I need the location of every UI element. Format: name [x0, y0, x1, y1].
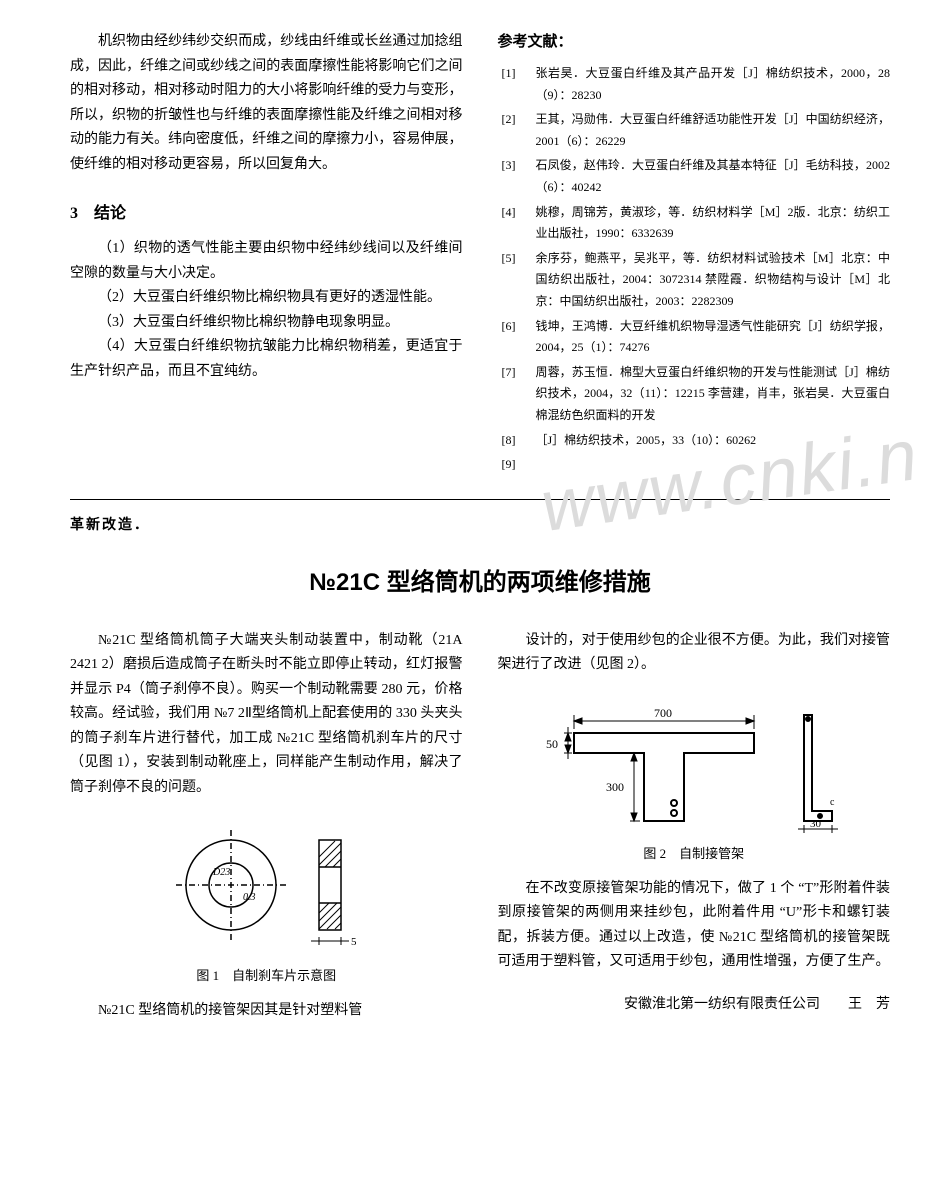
ref-text: ［J］棉纺织技术，2005，33（10）：60262	[536, 430, 891, 452]
fig1-thickness: 5	[351, 936, 357, 948]
conclusion-item: （3）大豆蛋白纤维织物比棉织物静电现象明显。	[70, 311, 463, 336]
figure-2: 700 50 300	[498, 693, 891, 862]
ref-num: [3]	[498, 155, 536, 198]
fig2-c-label: c	[830, 797, 835, 808]
top-right-column: 参考文献： [1]张岩昊．大豆蛋白纤维及其产品开发［J］棉纺织技术，2000，2…	[498, 30, 891, 479]
fig2-h-dim: 300	[606, 780, 624, 794]
figure-2-svg: 700 50 300	[534, 693, 854, 833]
reference-item: [3]石凤俊，赵伟玲．大豆蛋白纤维及其基本特征［J］毛纺科技，2002（6）：4…	[498, 155, 891, 198]
ref-text: 钱坤，王鸿博．大豆纤维机织物导湿透气性能研究［J］纺织学报，2004，25（1）…	[536, 316, 891, 359]
ref-num: [4]	[498, 202, 536, 245]
article-title: №21C 型络筒机的两项维修措施	[70, 562, 890, 597]
ref-num: [2]	[498, 109, 536, 152]
top-left-column: 机织物由经纱纬纱交织而成，纱线由纤维或长丝通过加捻组成，因此，纤维之间或纱线之间…	[70, 30, 463, 479]
paragraph: №21C 型络筒机筒子大端夹头制动装置中，制动靴（21A 2421 2）磨损后造…	[70, 629, 463, 801]
figure-1-caption: 图 1 自制刹车片示意图	[70, 965, 463, 984]
fig2-top-dim: 700	[654, 706, 672, 720]
conclusion-item: （4）大豆蛋白纤维织物抗皱能力比棉织物稍差，更适宜于生产针织产品，而且不宜纯纺。	[70, 335, 463, 384]
reference-item: [5]余序芬，鲍燕平，吴兆平，等．纺织材料试验技术［M］北京：中国纺织出版社，2…	[498, 248, 891, 313]
ref-num: [7]	[498, 362, 536, 427]
ref-text: 余序芬，鲍燕平，吴兆平，等．纺织材料试验技术［M］北京：中国纺织出版社，2004…	[536, 248, 891, 313]
reference-item: [1]张岩昊．大豆蛋白纤维及其产品开发［J］棉纺织技术，2000，28（9）：2…	[498, 63, 891, 106]
fig1-outer-d: D23	[212, 867, 230, 878]
ref-text: 姚穆，周锦芳，黄淑珍，等．纺织材料学［M］2版．北京：纺织工业出版社，1990：…	[536, 202, 891, 245]
reference-item: [2]王其，冯勋伟．大豆蛋白纤维舒适功能性开发［J］中国纺织经济，2001（6）…	[498, 109, 891, 152]
references-list: [1]张岩昊．大豆蛋白纤维及其产品开发［J］棉纺织技术，2000，28（9）：2…	[498, 63, 891, 476]
ref-num: [5]	[498, 248, 536, 313]
ref-num: [1]	[498, 63, 536, 106]
author-signoff: 安徽淮北第一纺织有限责任公司 王 芳	[498, 993, 891, 1013]
reference-item: [8]［J］棉纺织技术，2005，33（10）：60262	[498, 430, 891, 452]
bottom-left-column: №21C 型络筒机筒子大端夹头制动装置中，制动靴（21A 2421 2）磨损后造…	[70, 629, 463, 1024]
ref-num: [8]	[498, 430, 536, 452]
fig2-t-dim: 50	[546, 737, 558, 751]
ref-num: [9]	[498, 454, 536, 476]
paragraph: №21C 型络筒机的接管架因其是针对塑料管	[70, 999, 463, 1024]
section-3-heading: 3 结论	[70, 199, 463, 223]
top-two-column: 机织物由经纱纬纱交织而成，纱线由纤维或长丝通过加捻组成，因此，纤维之间或纱线之间…	[70, 30, 890, 479]
fig2-bottom-dim: 30	[810, 818, 822, 830]
figure-2-caption: 图 2 自制接管架	[498, 843, 891, 862]
conclusion-item: （2）大豆蛋白纤维织物比棉织物具有更好的透湿性能。	[70, 286, 463, 311]
reference-item: [9]	[498, 454, 891, 476]
ref-text	[536, 454, 891, 476]
fig1-inner-d: 0.3	[243, 892, 256, 903]
reference-item: [6]钱坤，王鸿博．大豆纤维机织物导湿透气性能研究［J］纺织学报，2004，25…	[498, 316, 891, 359]
bottom-two-column: №21C 型络筒机筒子大端夹头制动装置中，制动靴（21A 2421 2）磨损后造…	[70, 629, 890, 1024]
ref-text: 王其，冯勋伟．大豆蛋白纤维舒适功能性开发［J］中国纺织经济，2001（6）：26…	[536, 109, 891, 152]
paragraph: 机织物由经纱纬纱交织而成，纱线由纤维或长丝通过加捻组成，因此，纤维之间或纱线之间…	[70, 30, 463, 177]
paragraph: 设计的，对于使用纱包的企业很不方便。为此，我们对接管架进行了改进（见图 2）。	[498, 629, 891, 678]
conclusion-item: （1）织物的透气性能主要由织物中经纬纱线间以及纤维间空隙的数量与大小决定。	[70, 237, 463, 286]
bottom-right-column: 设计的，对于使用纱包的企业很不方便。为此，我们对接管架进行了改进（见图 2）。	[498, 629, 891, 1024]
ref-num: [6]	[498, 316, 536, 359]
ref-text: 周蓉，苏玉恒．棉型大豆蛋白纤维织物的开发与性能测试［J］棉纺织技术，2004，3…	[536, 362, 891, 427]
references-heading: 参考文献：	[498, 30, 891, 51]
figure-1-svg: D23 0.3	[151, 815, 381, 955]
reference-item: [7]周蓉，苏玉恒．棉型大豆蛋白纤维织物的开发与性能测试［J］棉纺织技术，200…	[498, 362, 891, 427]
section-divider	[70, 499, 890, 500]
ref-text: 石凤俊，赵伟玲．大豆蛋白纤维及其基本特征［J］毛纺科技，2002（6）：4024…	[536, 155, 891, 198]
column-kicker: 革新改造．	[70, 514, 890, 534]
ref-text: 张岩昊．大豆蛋白纤维及其产品开发［J］棉纺织技术，2000，28（9）：2823…	[536, 63, 891, 106]
reference-item: [4]姚穆，周锦芳，黄淑珍，等．纺织材料学［M］2版．北京：纺织工业出版社，19…	[498, 202, 891, 245]
paragraph: 在不改变原接管架功能的情况下，做了 1 个 “T”形附着件装到原接管架的两侧用来…	[498, 877, 891, 975]
figure-1: D23 0.3	[70, 815, 463, 984]
